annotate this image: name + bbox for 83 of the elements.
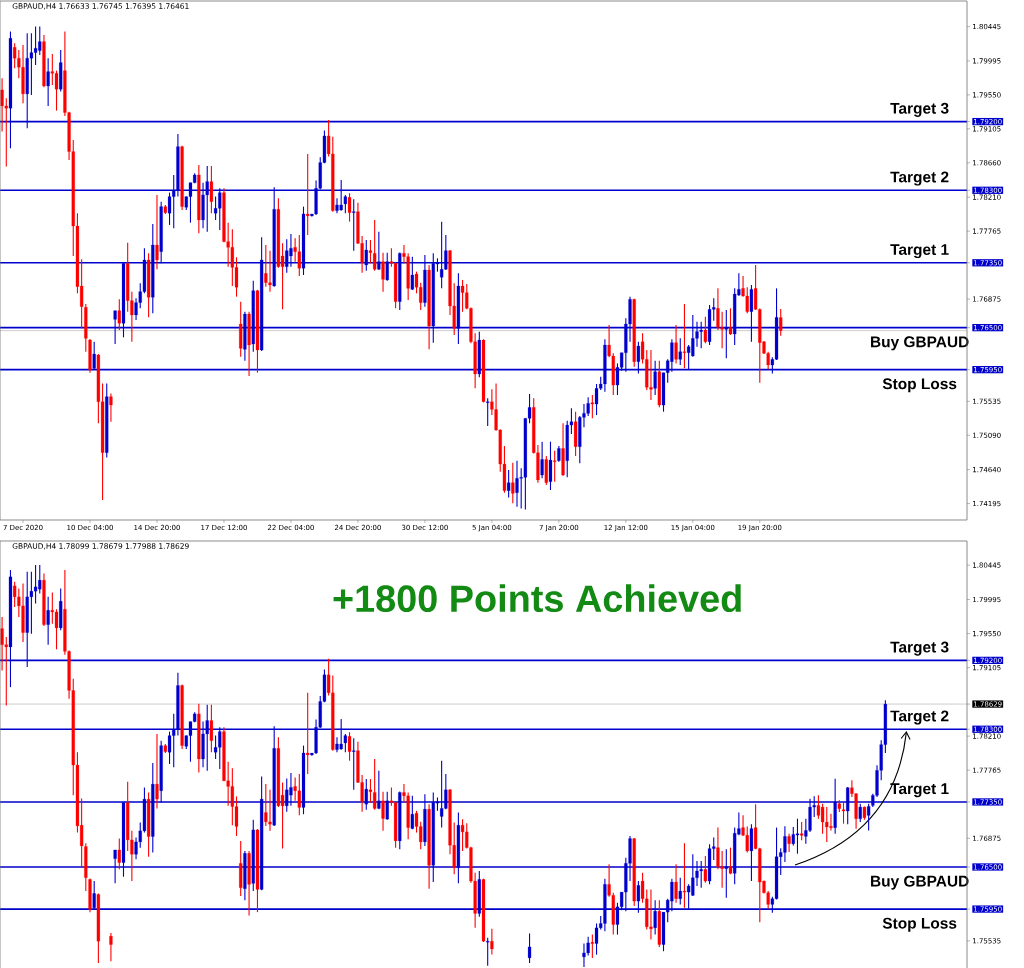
candlestick xyxy=(724,309,728,359)
ref-line-label: Buy GBPAUD xyxy=(871,336,969,351)
candlestick xyxy=(511,462,515,504)
candlestick xyxy=(268,789,272,832)
candlestick xyxy=(297,773,301,816)
candlestick xyxy=(109,932,113,962)
candlestick xyxy=(783,825,787,863)
candlestick xyxy=(779,308,783,337)
candlestick xyxy=(486,937,490,967)
ref-line-label: Target 1 xyxy=(890,783,949,798)
candlestick xyxy=(649,349,653,401)
candlestick xyxy=(553,450,557,483)
candlestick xyxy=(347,192,352,223)
ref-line-label: Target 3 xyxy=(890,102,949,117)
candlestick xyxy=(155,194,159,270)
candlestick xyxy=(582,943,586,968)
candlestick xyxy=(264,783,268,827)
candlestick xyxy=(682,842,687,909)
ref-line-label: Target 2 xyxy=(890,171,949,186)
candlestick xyxy=(724,848,728,899)
text: +1800 Points Achieved xyxy=(333,584,741,613)
candlestick xyxy=(674,324,678,364)
candlestick xyxy=(674,863,678,904)
candlestick xyxy=(306,692,310,775)
candlestick xyxy=(381,791,385,832)
candlestick xyxy=(682,303,687,369)
candlestick xyxy=(0,77,4,133)
candlestick xyxy=(297,234,301,277)
candlestick xyxy=(486,397,490,427)
candlestick xyxy=(352,198,356,252)
candlestick xyxy=(117,298,121,331)
ref-line-label: Target 2 xyxy=(890,710,949,725)
candlestick xyxy=(728,307,733,336)
candlestick xyxy=(544,455,548,486)
candlestick xyxy=(678,877,682,905)
candlestick xyxy=(507,469,511,498)
candlestick xyxy=(515,460,519,508)
candlestick xyxy=(109,392,113,423)
candlestick xyxy=(791,826,795,846)
ref-line-label: Target 3 xyxy=(890,641,949,656)
candlestick xyxy=(703,855,707,884)
candlestick xyxy=(787,833,791,853)
candlestick xyxy=(385,791,389,821)
ref-line-label: Stop Loss xyxy=(882,917,957,932)
candlestick xyxy=(209,704,214,753)
candlestick xyxy=(0,616,4,671)
candlestick xyxy=(347,731,352,762)
candlestick xyxy=(590,394,594,419)
candlestick xyxy=(490,928,494,956)
candlestick xyxy=(268,250,272,293)
candlestick xyxy=(335,197,339,214)
candlestick xyxy=(377,770,381,810)
candlestick xyxy=(209,165,214,214)
candlestick xyxy=(540,441,544,479)
candlestick xyxy=(590,934,594,959)
candlestick xyxy=(352,737,356,791)
candlestick xyxy=(829,813,833,831)
candlestick xyxy=(460,279,465,313)
candlestick xyxy=(745,286,749,314)
ref-line-label: Stop Loss xyxy=(882,378,957,393)
candlestick xyxy=(678,337,682,366)
candlestick xyxy=(728,847,733,875)
candlestick xyxy=(335,736,339,753)
candlestick xyxy=(385,252,389,282)
candlestick xyxy=(548,441,553,491)
candlestick xyxy=(377,231,381,271)
candlestick xyxy=(155,733,159,809)
candlestick xyxy=(703,316,707,344)
candlestick xyxy=(46,596,50,646)
candlestick xyxy=(264,244,268,288)
candlestick xyxy=(117,838,121,870)
ref-line-label: Buy GBPAUD xyxy=(871,875,969,890)
candlestick xyxy=(46,57,50,107)
candlestick xyxy=(649,888,653,941)
candlestick xyxy=(795,818,800,855)
candlestick xyxy=(800,821,804,841)
candlestick xyxy=(527,933,532,964)
candlestick xyxy=(306,153,310,236)
candlestick xyxy=(381,252,385,293)
ref-line-label: Target 1 xyxy=(890,244,949,259)
candlestick xyxy=(841,801,846,825)
candlestick xyxy=(460,818,465,852)
candlestick xyxy=(745,825,749,854)
